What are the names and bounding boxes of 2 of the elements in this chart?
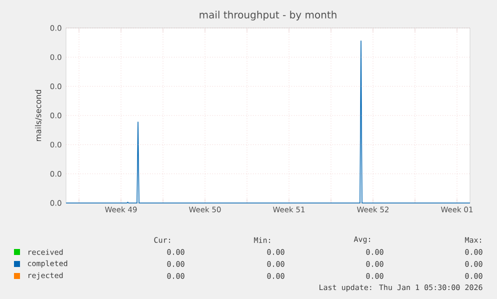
chart-title: mail throughput - by month bbox=[200, 10, 336, 20]
y-axis-title: mails/second bbox=[35, 90, 42, 142]
